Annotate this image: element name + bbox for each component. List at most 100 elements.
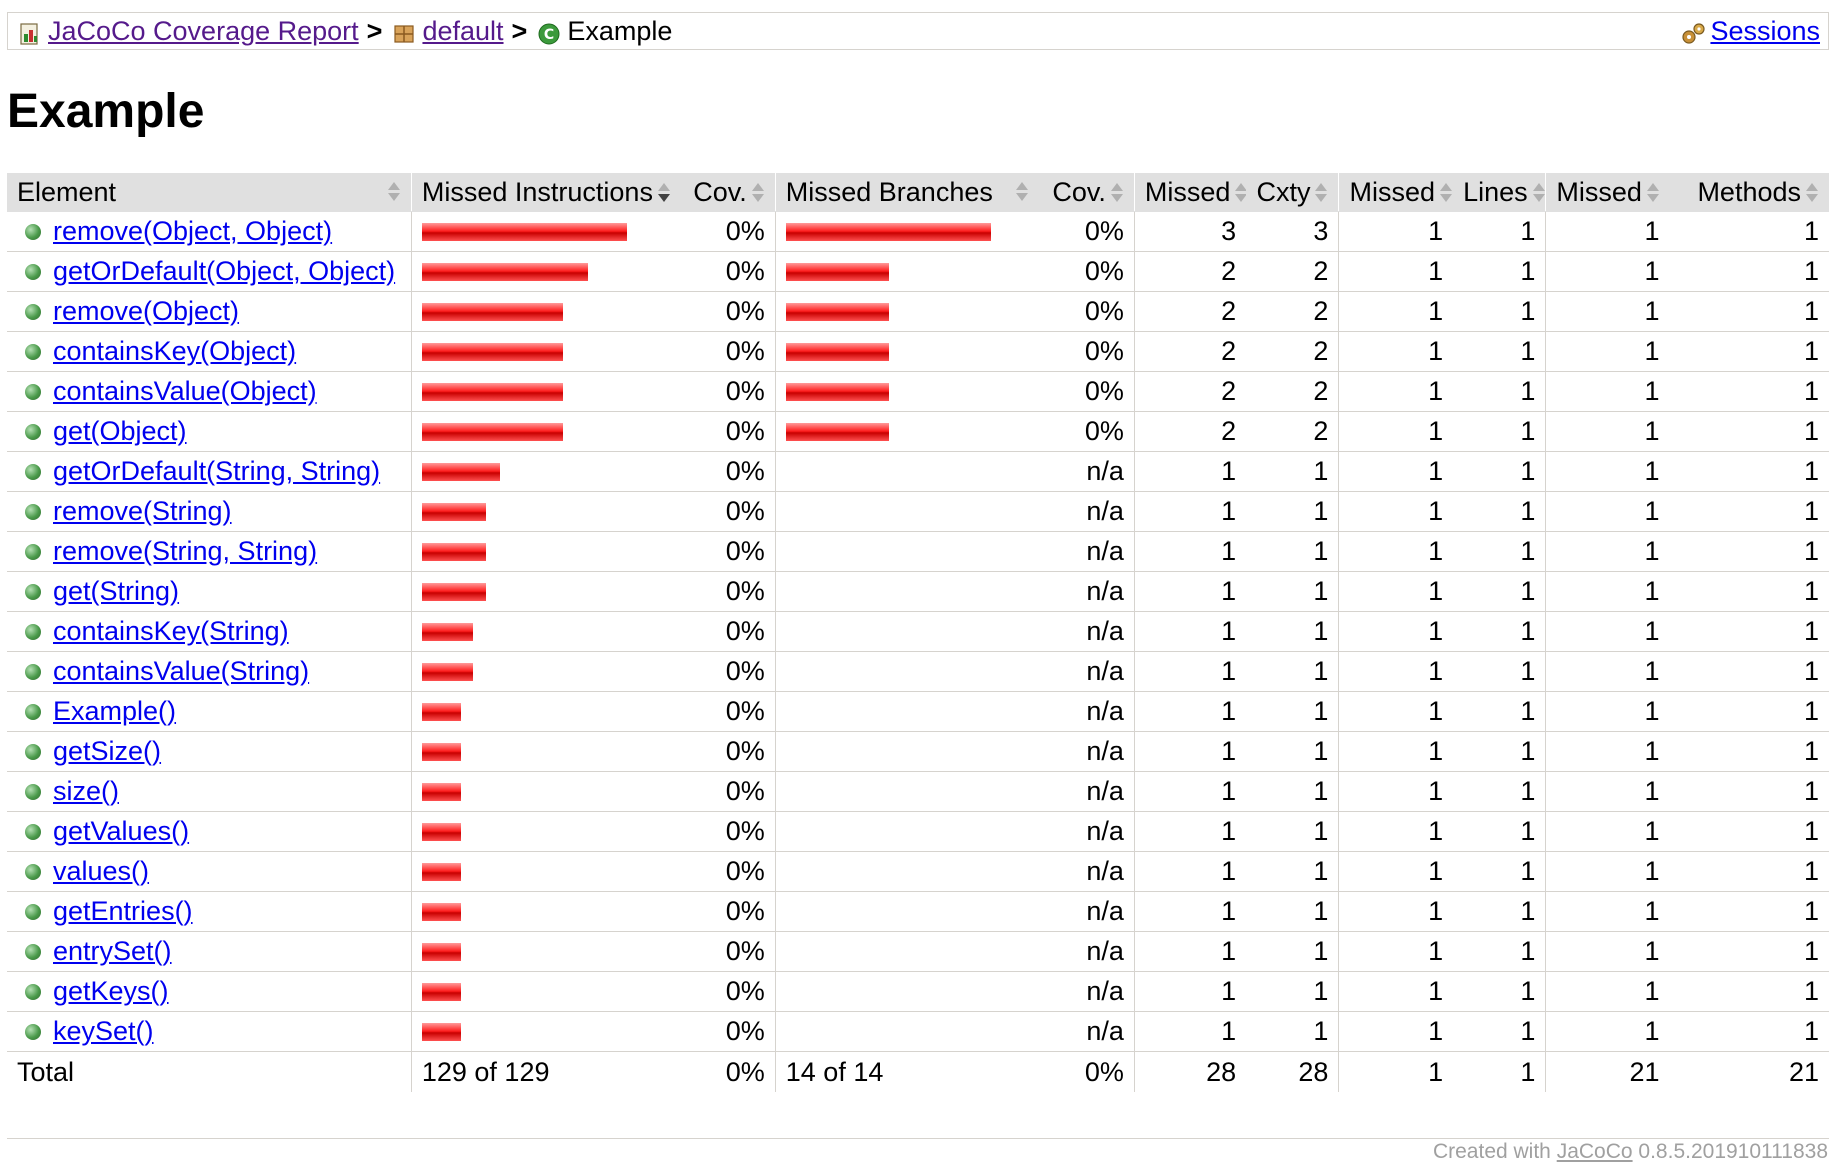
method-link[interactable]: getEntries() (53, 896, 193, 926)
missed-instructions-bar (421, 222, 627, 241)
methods-cell: 1 (1669, 651, 1829, 692)
header-element[interactable]: Element (7, 173, 412, 212)
missed-branches-cell (774, 731, 1040, 772)
instructions-cov-cell: 0% (675, 971, 776, 1012)
sort-icon (1314, 182, 1328, 204)
header-branches-cov[interactable]: Cov. (1039, 173, 1135, 212)
instructions-cov-cell: 0% (675, 211, 776, 252)
header-complexity-missed[interactable]: Missed (1133, 173, 1248, 212)
method-link[interactable]: size() (53, 776, 119, 806)
complexity-missed-cell: 1 (1133, 851, 1247, 892)
lines-cell: 1 (1453, 291, 1546, 332)
method-link[interactable]: containsKey(Object) (53, 336, 297, 366)
complexity-cell: 1 (1246, 531, 1339, 572)
element-cell: Example() (7, 691, 412, 732)
complexity-missed-cell: 1 (1133, 1011, 1247, 1052)
branches-cov-cell: n/a (1039, 731, 1135, 772)
methods-cell: 1 (1669, 971, 1829, 1012)
method-link[interactable]: get(Object) (53, 416, 187, 446)
method-public-icon (25, 783, 41, 800)
sort-icon (1015, 181, 1029, 203)
missed-instructions-cell (410, 451, 676, 492)
header-instructions-cov[interactable]: Cov. (675, 173, 776, 212)
lines-missed-cell: 1 (1338, 611, 1454, 652)
header-methods-missed[interactable]: Missed (1545, 173, 1670, 212)
breadcrumb-separator: > (511, 16, 528, 46)
missed-instructions-bar (421, 262, 588, 281)
missed-instructions-bar (421, 502, 486, 521)
method-link[interactable]: containsKey(String) (53, 616, 289, 646)
method-link[interactable]: containsValue(Object) (53, 376, 317, 406)
lines-cell: 1 (1453, 491, 1546, 532)
header-missed-instructions[interactable]: Missed Instructions (410, 173, 676, 212)
total-methods: 21 (1788, 1056, 1819, 1087)
method-link[interactable]: getKeys() (53, 976, 169, 1006)
lines-cell: 1 (1453, 771, 1546, 812)
missed-instructions-bar (421, 382, 563, 401)
missed-instructions-cell (410, 971, 676, 1012)
method-link[interactable]: keySet() (53, 1016, 154, 1046)
method-public-icon (25, 223, 41, 240)
instructions-cov-cell: 0% (675, 931, 776, 972)
instructions-cov-cell: 0% (675, 331, 776, 372)
instructions-cov-cell: 0% (675, 291, 776, 332)
complexity-cell: 1 (1246, 651, 1339, 692)
method-link[interactable]: containsValue(String) (53, 656, 310, 686)
lines-cell: 1 (1453, 851, 1546, 892)
methods-cell: 1 (1669, 371, 1829, 412)
method-link[interactable]: getValues() (53, 816, 190, 846)
method-link[interactable]: remove(Object, Object) (53, 216, 333, 246)
sort-icon (1234, 182, 1248, 204)
total-methods-missed: 21 (1545, 1051, 1670, 1092)
missed-instructions-cell (410, 811, 676, 852)
lines-missed-cell: 1 (1338, 651, 1454, 692)
method-link[interactable]: remove(Object) (53, 296, 240, 326)
complexity-missed-cell: 1 (1133, 491, 1247, 532)
method-link[interactable]: entrySet() (53, 936, 172, 966)
lines-cell: 1 (1453, 811, 1546, 852)
complexity-cell: 1 (1246, 731, 1339, 772)
method-link[interactable]: remove(String, String) (53, 536, 318, 566)
method-link[interactable]: values() (53, 856, 150, 886)
method-link[interactable]: getSize() (53, 736, 162, 766)
header-missed-branches[interactable]: Missed Branches (774, 173, 1040, 212)
missed-branches-cell (774, 571, 1040, 612)
package-icon (392, 19, 416, 43)
breadcrumb-report-link[interactable]: JaCoCo Coverage Report (48, 16, 359, 46)
method-public-icon (25, 983, 41, 1000)
breadcrumb-package-link[interactable]: default (422, 16, 504, 46)
total-instructions: 129 of 129 (410, 1051, 676, 1092)
element-cell: remove(String, String) (7, 531, 412, 572)
methods-cell: 1 (1669, 451, 1829, 492)
table-row: remove(String) 0% n/a 1 1 1 1 1 1 (7, 491, 1829, 532)
missed-instructions-bar (421, 1022, 461, 1041)
sessions-link[interactable]: Sessions (1710, 16, 1820, 46)
missed-instructions-cell (410, 371, 676, 412)
method-link[interactable]: get(String) (53, 576, 180, 606)
method-link[interactable]: Example() (53, 696, 177, 726)
missed-branches-bar (785, 302, 889, 321)
header-lines-missed[interactable]: Missed (1338, 173, 1454, 212)
table-row: getValues() 0% n/a 1 1 1 1 1 1 (7, 811, 1829, 852)
missed-branches-cell (774, 491, 1040, 532)
jacoco-link[interactable]: JaCoCo (1556, 1140, 1633, 1163)
branches-cov-cell: n/a (1039, 491, 1135, 532)
complexity-cell: 1 (1246, 971, 1339, 1012)
missed-branches-cell (774, 451, 1040, 492)
method-link[interactable]: getOrDefault(Object, Object) (53, 256, 396, 286)
sort-icon (1805, 182, 1819, 204)
header-methods[interactable]: Methods (1669, 173, 1829, 212)
missed-instructions-cell (410, 531, 676, 572)
method-public-icon (25, 743, 41, 760)
lines-missed-cell: 1 (1338, 411, 1454, 452)
sort-icon (1646, 182, 1660, 204)
complexity-cell: 1 (1246, 691, 1339, 732)
header-complexity[interactable]: Cxty (1246, 173, 1339, 212)
method-link[interactable]: remove(String) (53, 496, 232, 526)
methods-cell: 1 (1669, 851, 1829, 892)
missed-instructions-bar (421, 782, 461, 801)
method-link[interactable]: getOrDefault(String, String) (53, 456, 381, 486)
header-lines[interactable]: Lines (1453, 173, 1546, 212)
method-public-icon (25, 423, 41, 440)
missed-branches-bar (785, 262, 889, 281)
